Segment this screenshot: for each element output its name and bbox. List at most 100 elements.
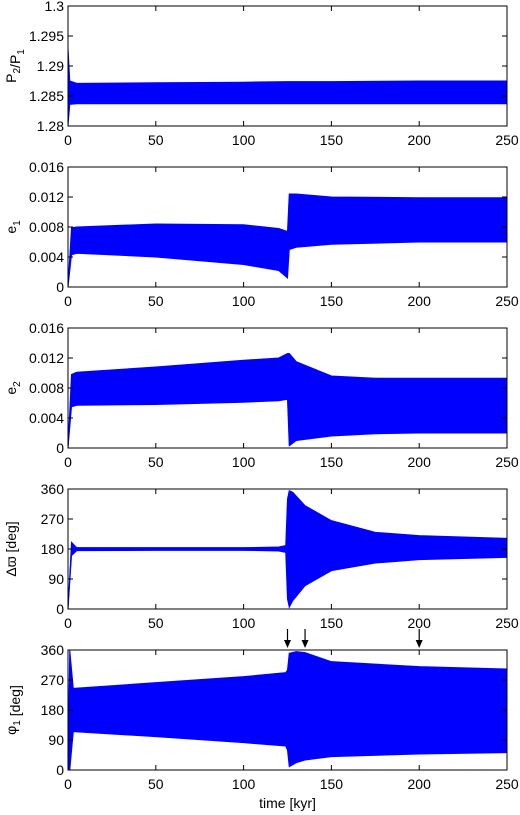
panel-4: 0 90 180 270 360 0 50 100 150 200 250 Δϖ [deg] — [3, 481, 519, 631]
y-tick-label: 180 — [41, 702, 65, 718]
y-axis-label-text: [deg] — [7, 685, 23, 720]
y-axis-label-sub: 1 — [16, 49, 27, 55]
band-upper-edge — [67, 649, 508, 771]
y-axis-label-text: e — [3, 226, 19, 234]
band-upper-edge — [67, 193, 507, 288]
x-tick-label: 250 — [495, 776, 519, 792]
y-tick-label: 360 — [41, 642, 65, 658]
y-tick-label: 1.3 — [45, 0, 65, 14]
y-tick-label: 0.016 — [29, 159, 64, 175]
y-axis-label-sub: 1 — [12, 720, 23, 726]
y-tick-label: 1.29 — [37, 58, 64, 74]
x-tick-label: 200 — [408, 293, 432, 309]
y-tick-label: 270 — [41, 511, 65, 527]
y-axis-label: φ1 [deg] — [3, 685, 23, 735]
data-strokes — [67, 194, 508, 285]
x-tick-label: 200 — [408, 776, 432, 792]
annotation-arrow — [284, 629, 291, 648]
x-tick-label: 50 — [148, 454, 164, 470]
y-axis-label-text: /P — [7, 55, 23, 68]
x-tick-label: 0 — [64, 776, 72, 792]
x-axis-label: time [kyr] — [259, 795, 316, 811]
x-tick-label: 0 — [64, 132, 72, 148]
y-tick-label: 0.012 — [29, 189, 64, 205]
x-tick-label: 150 — [320, 615, 344, 631]
y-tick-label: 1.285 — [29, 88, 64, 104]
x-tick-label: 50 — [148, 293, 164, 309]
x-tick-label: 150 — [320, 132, 344, 148]
x-tick-label: 200 — [408, 615, 432, 631]
panel-1: 1.28 1.285 1.29 1.295 1.3 0 50 100 150 200 250 P2/P… — [3, 0, 519, 148]
x-tick-label: 100 — [232, 776, 256, 792]
data-band — [67, 47, 508, 127]
x-tick-label: 250 — [495, 454, 519, 470]
y-axis-label-sub: 1 — [12, 220, 23, 226]
y-tick-label: 90 — [48, 732, 64, 748]
band-upper-edge — [67, 489, 508, 610]
x-tick-label: 0 — [64, 615, 72, 631]
data-band — [67, 489, 508, 610]
data-band — [67, 193, 508, 288]
x-tick-label: 150 — [320, 776, 344, 792]
y-tick-label: 0.008 — [29, 380, 64, 396]
x-tick-label: 50 — [148, 132, 164, 148]
x-tick-label: 0 — [64, 454, 72, 470]
x-tick-label: 0 — [64, 293, 72, 309]
data-strokes — [67, 353, 508, 446]
arrow-head — [284, 640, 291, 648]
x-tick-label: 50 — [148, 776, 164, 792]
y-tick-label: 0.004 — [29, 249, 64, 265]
y-tick-label: 0 — [56, 440, 64, 456]
x-tick-label: 50 — [148, 615, 164, 631]
x-tick-label: 100 — [232, 293, 256, 309]
y-tick-label: 0.004 — [29, 410, 64, 426]
band-lower-edge — [67, 103, 507, 127]
panel-3: 0 0.004 0.008 0.012 0.016 0 50 100 150 200 250 e2 — [3, 320, 519, 470]
annotation-arrow — [301, 629, 309, 648]
band-lower-edge — [68, 731, 508, 771]
y-tick-label: 0 — [56, 762, 64, 778]
band-lower-edge — [67, 241, 507, 288]
data-strokes — [67, 651, 508, 770]
x-tick-label: 100 — [232, 615, 256, 631]
x-tick-label: 200 — [408, 132, 432, 148]
band-lower-edge — [67, 398, 507, 449]
y-axis-label-text: φ — [3, 726, 19, 735]
annotation-arrow — [415, 629, 423, 648]
y-axis-label-sub: 2 — [12, 68, 23, 74]
y-axis-label-text: e — [3, 387, 19, 395]
data-strokes — [67, 48, 508, 126]
y-tick-label: 0 — [56, 279, 64, 295]
band-upper-edge — [67, 353, 507, 449]
y-tick-label: 90 — [48, 571, 64, 587]
x-tick-label: 100 — [232, 454, 256, 470]
y-axis-label: e2 — [3, 381, 23, 395]
arrow-head — [415, 640, 423, 648]
y-tick-label: 1.28 — [37, 118, 64, 134]
band-upper-edge — [67, 47, 507, 84]
plot-frame — [67, 5, 508, 127]
band-lower-edge — [67, 549, 508, 610]
y-tick-label: 180 — [41, 541, 65, 557]
panel-5: 0 90 180 270 360 0 50 100 150 200 250 φ1 [deg] time … — [3, 629, 519, 811]
arrow-head — [301, 640, 309, 648]
y-tick-label: 360 — [41, 481, 65, 497]
y-axis-label-sub: 2 — [12, 381, 23, 387]
y-axis-label-text: Δϖ [deg] — [3, 521, 19, 576]
y-tick-label: 0.008 — [29, 219, 64, 235]
y-tick-label: 0 — [56, 601, 64, 617]
data-strokes — [67, 490, 508, 608]
x-tick-label: 100 — [232, 132, 256, 148]
x-tick-label: 200 — [408, 454, 432, 470]
x-tick-label: 250 — [495, 615, 519, 631]
data-band — [67, 353, 508, 449]
x-tick-label: 150 — [320, 454, 344, 470]
x-tick-label: 250 — [495, 132, 519, 148]
y-tick-label: 270 — [41, 672, 65, 688]
x-tick-label: 250 — [495, 293, 519, 309]
y-axis-label-text: P — [3, 74, 19, 83]
x-tick-label: 150 — [320, 293, 344, 309]
y-axis-label: Δϖ [deg] — [3, 521, 19, 576]
data-band — [67, 649, 508, 771]
